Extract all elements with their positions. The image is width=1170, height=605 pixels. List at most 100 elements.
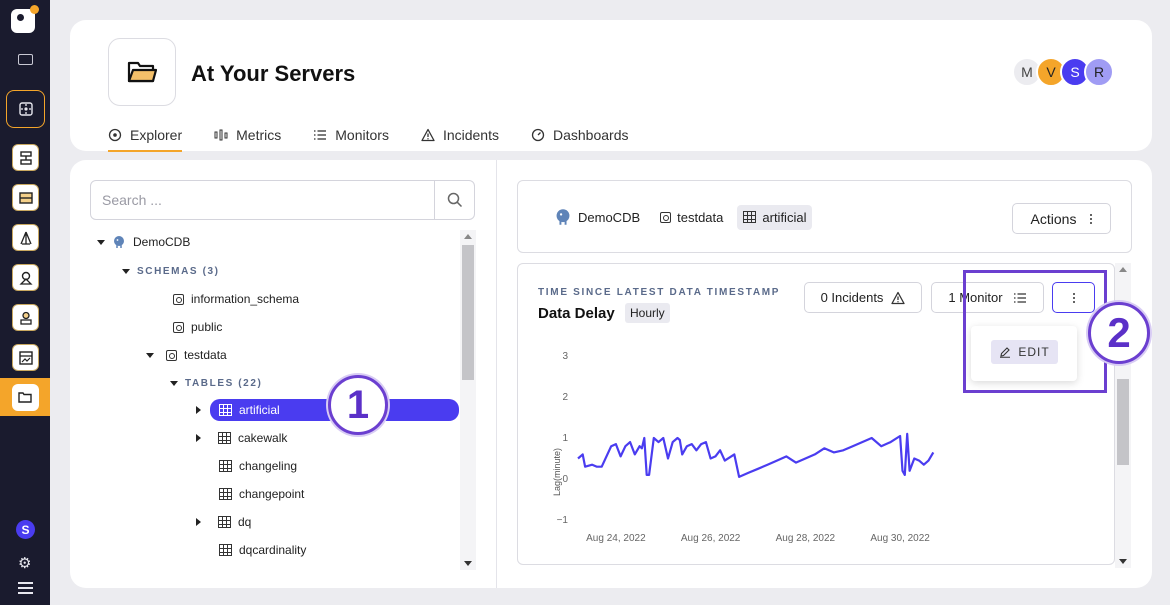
chevron-down-icon[interactable] [170,380,178,386]
user-avatar-badge[interactable]: S [16,520,35,539]
tree-label: dqcardinality [239,543,307,557]
logo-icon[interactable] [11,5,39,33]
notification-dot [30,5,39,14]
tab-monitors[interactable]: Monitors [313,120,389,150]
breadcrumb-label: testdata [677,209,724,225]
tab-metrics[interactable]: Metrics [214,120,281,150]
chevron-down-icon[interactable] [122,268,130,274]
chevron-right-icon[interactable] [196,518,201,526]
postgres-icon [114,236,124,248]
y-tick-label: 3 [562,351,568,362]
tab-label: Explorer [130,127,183,143]
tree-node-table[interactable]: changepoint [219,484,304,504]
warning-icon [891,291,906,304]
search-input[interactable] [91,181,434,219]
y-tick-label: −1 [557,515,569,526]
y-axis-label: Lag(minute) [552,448,562,496]
breadcrumb-schema[interactable]: testdata [654,205,729,230]
y-tick-label: 2 [562,392,568,403]
tree-node-table[interactable]: cakewalk [196,428,287,448]
edit-menu-item[interactable]: EDIT [991,340,1058,364]
x-tick-label: Aug 30, 2022 [870,533,930,544]
avatar[interactable]: R [1084,57,1114,87]
tab-label: Incidents [442,127,499,143]
monitor-button[interactable]: 1 Monitor [931,282,1044,313]
database-icon[interactable] [12,184,39,211]
table-icon [219,544,232,556]
schema-tree: DemoCDB SCHEMAS (3) information_schema p… [70,230,460,570]
breadcrumb-label: artificial [762,209,807,225]
table-icon [743,211,757,223]
tree-node-table[interactable]: changeling [219,456,297,476]
tree-scrollbar[interactable] [460,230,476,570]
list-icon [314,130,327,140]
warning-icon [421,128,435,142]
tree-label: changepoint [239,487,305,501]
scroll-down-arrow[interactable] [1119,559,1127,564]
pencil-icon [1000,347,1011,358]
search-button[interactable] [434,181,474,219]
more-vertical-icon [1072,292,1075,303]
table-icon [219,460,232,472]
cluster-icon[interactable] [12,264,39,291]
page-folder-icon [108,38,176,106]
gear-icon[interactable]: ⚙ [18,555,32,572]
breadcrumb-database[interactable]: DemoCDB [548,203,646,231]
gauge-icon [531,128,545,142]
scroll-up-arrow[interactable] [464,234,472,239]
breadcrumb-table[interactable]: artificial [737,204,813,230]
network-icon[interactable] [12,224,39,251]
tab-incidents[interactable]: Incidents [421,120,499,150]
tree-node-schemas-group[interactable]: SCHEMAS (3) [122,261,220,281]
tab-bar: Explorer Metrics Monitors Incidents Dash… [108,120,661,152]
dashboard-icon[interactable] [12,344,39,371]
breadcrumb: DemoCDB testdata artificial [548,203,813,231]
more-options-button[interactable] [1052,282,1095,313]
scrollbar-thumb[interactable] [1117,379,1129,465]
user-icon[interactable] [12,304,39,331]
chevron-down-icon[interactable] [97,239,105,245]
tab-label: Monitors [335,127,389,143]
tree-section-label: SCHEMAS (3) [137,265,220,277]
server-icon[interactable] [12,144,39,171]
annotation-highlight-box [963,270,1107,393]
folder-nav-item[interactable] [0,378,50,416]
tree-section-label: TABLES (22) [185,377,263,389]
tree-node-database[interactable]: DemoCDB [97,232,190,252]
menu-icon[interactable] [18,582,33,597]
chevron-right-icon[interactable] [196,406,201,414]
x-tick-label: Aug 26, 2022 [681,533,741,544]
tab-dashboards[interactable]: Dashboards [531,120,629,150]
target-icon[interactable] [6,90,45,128]
page-title: At Your Servers [191,61,356,86]
avatar[interactable]: V [1036,57,1066,87]
metric-eyebrow: TIME SINCE LATEST DATA TIMESTAMP [538,287,781,298]
folder-icon [11,383,39,411]
scroll-down-arrow[interactable] [464,561,472,566]
tab-explorer[interactable]: Explorer [108,120,183,152]
header-card: At Your Servers M V S R Explorer Metrics… [70,20,1152,152]
tree-node-schema[interactable]: testdata [146,345,227,365]
keyboard-icon[interactable] [18,54,33,65]
tree-node-table[interactable]: dq [196,512,251,532]
tree-caret-artificial[interactable] [196,400,201,420]
annotation-callout-1: 1 [328,375,388,435]
tree-node-schema[interactable]: information_schema [173,289,299,309]
metrics-icon [214,129,228,141]
search-box [90,180,475,220]
actions-button[interactable]: Actions [1012,203,1111,234]
frequency-badge: Hourly [625,303,670,323]
list-icon [1013,292,1026,303]
metric-card: TIME SINCE LATEST DATA TIMESTAMP Data De… [517,263,1115,565]
y-tick-label: 0 [562,474,568,485]
tree-node-schema[interactable]: public [173,317,222,337]
scroll-up-arrow[interactable] [1119,267,1127,272]
tree-node-tables-group[interactable]: TABLES (22) [170,373,262,393]
tree-label: changeling [239,459,298,473]
tree-node-table[interactable]: dqcardinality [219,540,306,560]
scrollbar-thumb[interactable] [462,245,474,380]
chevron-down-icon[interactable] [146,352,154,358]
incidents-button[interactable]: 0 Incidents [804,282,922,313]
breadcrumb-card: DemoCDB testdata artificial Actions [517,180,1132,253]
chevron-right-icon[interactable] [196,434,201,442]
